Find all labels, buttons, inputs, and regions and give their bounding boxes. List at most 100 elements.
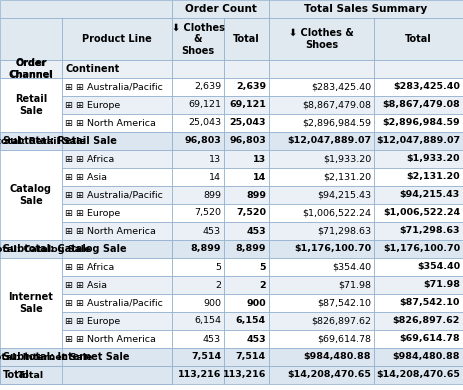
Text: $1,933.20: $1,933.20 bbox=[407, 154, 460, 163]
Bar bbox=[374, 78, 463, 96]
Bar bbox=[172, 276, 224, 294]
Bar bbox=[269, 18, 374, 60]
Bar bbox=[172, 294, 224, 312]
Text: ⊞ ⊞ North America: ⊞ ⊞ North America bbox=[65, 335, 156, 344]
Text: 453: 453 bbox=[203, 335, 221, 344]
Bar bbox=[269, 204, 374, 222]
Bar bbox=[62, 78, 172, 96]
Bar bbox=[374, 18, 463, 60]
Text: ⊞ ⊞ Africa: ⊞ ⊞ Africa bbox=[65, 262, 114, 271]
Bar bbox=[224, 168, 269, 186]
Bar bbox=[62, 258, 172, 276]
Text: $71.98: $71.98 bbox=[423, 280, 460, 289]
Text: 2,639: 2,639 bbox=[194, 83, 221, 92]
Text: 7,520: 7,520 bbox=[194, 209, 221, 218]
Text: 8,899: 8,899 bbox=[236, 245, 266, 254]
Text: 96,803: 96,803 bbox=[229, 136, 266, 145]
Bar bbox=[172, 222, 224, 240]
Bar bbox=[374, 276, 463, 294]
Bar bbox=[224, 222, 269, 240]
Bar bbox=[62, 60, 172, 78]
Bar bbox=[269, 150, 374, 168]
Text: Subtotal: Catalog Sale: Subtotal: Catalog Sale bbox=[0, 245, 91, 254]
Text: $283,425.40: $283,425.40 bbox=[393, 83, 460, 92]
Bar bbox=[62, 294, 172, 312]
Text: 7,514: 7,514 bbox=[236, 353, 266, 362]
Bar bbox=[224, 348, 269, 366]
Bar bbox=[172, 0, 269, 18]
Text: ⊞ ⊞ North America: ⊞ ⊞ North America bbox=[65, 227, 156, 236]
Text: $2,131.20: $2,131.20 bbox=[323, 172, 371, 181]
Text: 13: 13 bbox=[253, 154, 266, 163]
Text: $1,176,100.70: $1,176,100.70 bbox=[294, 245, 371, 254]
Bar bbox=[62, 168, 172, 186]
Text: Order Count: Order Count bbox=[185, 4, 257, 14]
Text: 7,520: 7,520 bbox=[236, 209, 266, 218]
Bar bbox=[374, 258, 463, 276]
Text: $69,614.78: $69,614.78 bbox=[317, 335, 371, 344]
Text: Subtotal: Retail Sale: Subtotal: Retail Sale bbox=[0, 136, 86, 145]
Bar bbox=[224, 60, 269, 78]
Bar bbox=[0, 240, 172, 258]
Text: $14,208,470.65: $14,208,470.65 bbox=[287, 370, 371, 379]
Text: 453: 453 bbox=[246, 227, 266, 236]
Bar bbox=[172, 132, 224, 150]
Text: ⬇ Clothes &
Shoes: ⬇ Clothes & Shoes bbox=[289, 28, 354, 50]
Bar bbox=[269, 96, 374, 114]
Bar bbox=[62, 96, 172, 114]
Text: Total Sales Summary: Total Sales Summary bbox=[304, 4, 428, 14]
Text: Total: Total bbox=[18, 370, 44, 379]
Text: ⊞ ⊞ Australia/Pacific: ⊞ ⊞ Australia/Pacific bbox=[65, 190, 163, 200]
Bar bbox=[172, 18, 224, 60]
Text: Product Line: Product Line bbox=[82, 34, 152, 44]
Text: $826,897.62: $826,897.62 bbox=[311, 317, 371, 326]
Bar bbox=[269, 222, 374, 240]
Text: $826,897.62: $826,897.62 bbox=[393, 317, 460, 326]
Bar bbox=[374, 312, 463, 330]
Bar bbox=[224, 240, 269, 258]
Text: 453: 453 bbox=[203, 227, 221, 236]
Bar bbox=[62, 312, 172, 330]
Text: 13: 13 bbox=[209, 154, 221, 163]
Bar bbox=[269, 78, 374, 96]
Text: $14,208,470.65: $14,208,470.65 bbox=[376, 370, 460, 379]
Text: 7,514: 7,514 bbox=[191, 353, 221, 362]
Text: 96,803: 96,803 bbox=[184, 136, 221, 145]
Text: ⊞ ⊞ Africa: ⊞ ⊞ Africa bbox=[65, 154, 114, 163]
Bar bbox=[0, 348, 62, 366]
Bar bbox=[172, 330, 224, 348]
Text: $71,298.63: $71,298.63 bbox=[400, 227, 460, 236]
Text: ⊞ ⊞ Asia: ⊞ ⊞ Asia bbox=[65, 172, 107, 181]
Text: 25,043: 25,043 bbox=[188, 119, 221, 128]
Bar bbox=[374, 348, 463, 366]
Bar bbox=[269, 114, 374, 132]
Bar bbox=[224, 132, 269, 150]
Bar bbox=[224, 330, 269, 348]
Bar bbox=[269, 168, 374, 186]
Text: 6,154: 6,154 bbox=[236, 317, 266, 326]
Bar bbox=[374, 222, 463, 240]
Bar bbox=[0, 132, 172, 150]
Bar bbox=[0, 18, 62, 60]
Text: Subtotal: Catalog Sale: Subtotal: Catalog Sale bbox=[3, 244, 126, 254]
Text: ⊞ ⊞ Europe: ⊞ ⊞ Europe bbox=[65, 209, 120, 218]
Bar bbox=[269, 348, 374, 366]
Bar bbox=[269, 366, 374, 384]
Text: $354.40: $354.40 bbox=[417, 262, 460, 271]
Text: $94,215.43: $94,215.43 bbox=[317, 190, 371, 200]
Bar bbox=[0, 0, 172, 18]
Bar bbox=[269, 312, 374, 330]
Bar bbox=[172, 60, 224, 78]
Text: Subtotal: Internet Sale: Subtotal: Internet Sale bbox=[3, 352, 130, 362]
Text: 453: 453 bbox=[246, 335, 266, 344]
Text: $984,480.88: $984,480.88 bbox=[304, 353, 371, 362]
Text: Catalog
Sale: Catalog Sale bbox=[10, 184, 52, 206]
Text: ⊞ ⊞ Australia/Pacific: ⊞ ⊞ Australia/Pacific bbox=[65, 298, 163, 307]
Text: 113,216: 113,216 bbox=[178, 370, 221, 379]
Text: 5: 5 bbox=[259, 262, 266, 271]
Text: 2: 2 bbox=[259, 280, 266, 289]
Bar bbox=[172, 114, 224, 132]
Bar bbox=[172, 312, 224, 330]
Bar bbox=[269, 330, 374, 348]
Text: 25,043: 25,043 bbox=[230, 119, 266, 128]
